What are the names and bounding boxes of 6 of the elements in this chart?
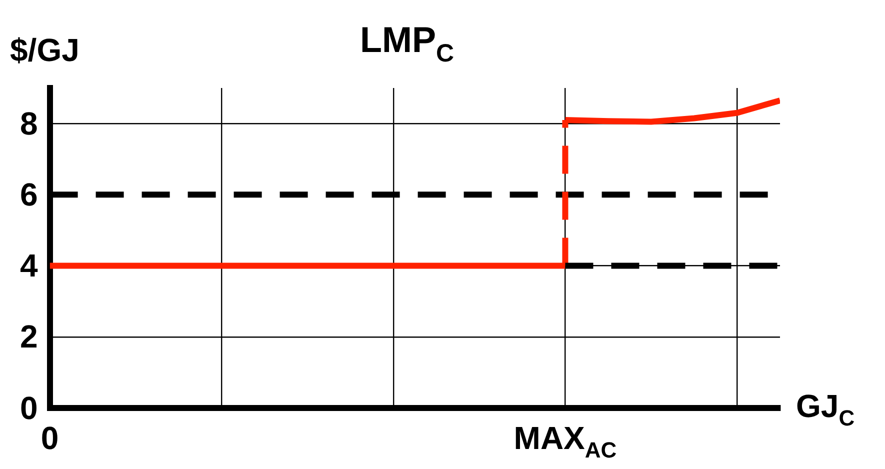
- y-tick-label: 0: [20, 390, 38, 426]
- y-tick-label: 6: [20, 176, 38, 212]
- y-tick-label: 2: [20, 318, 38, 355]
- y-axis-title: $/GJ: [10, 32, 80, 68]
- y-tick-label: 4: [20, 248, 38, 284]
- y-tick-label: 8: [20, 105, 38, 142]
